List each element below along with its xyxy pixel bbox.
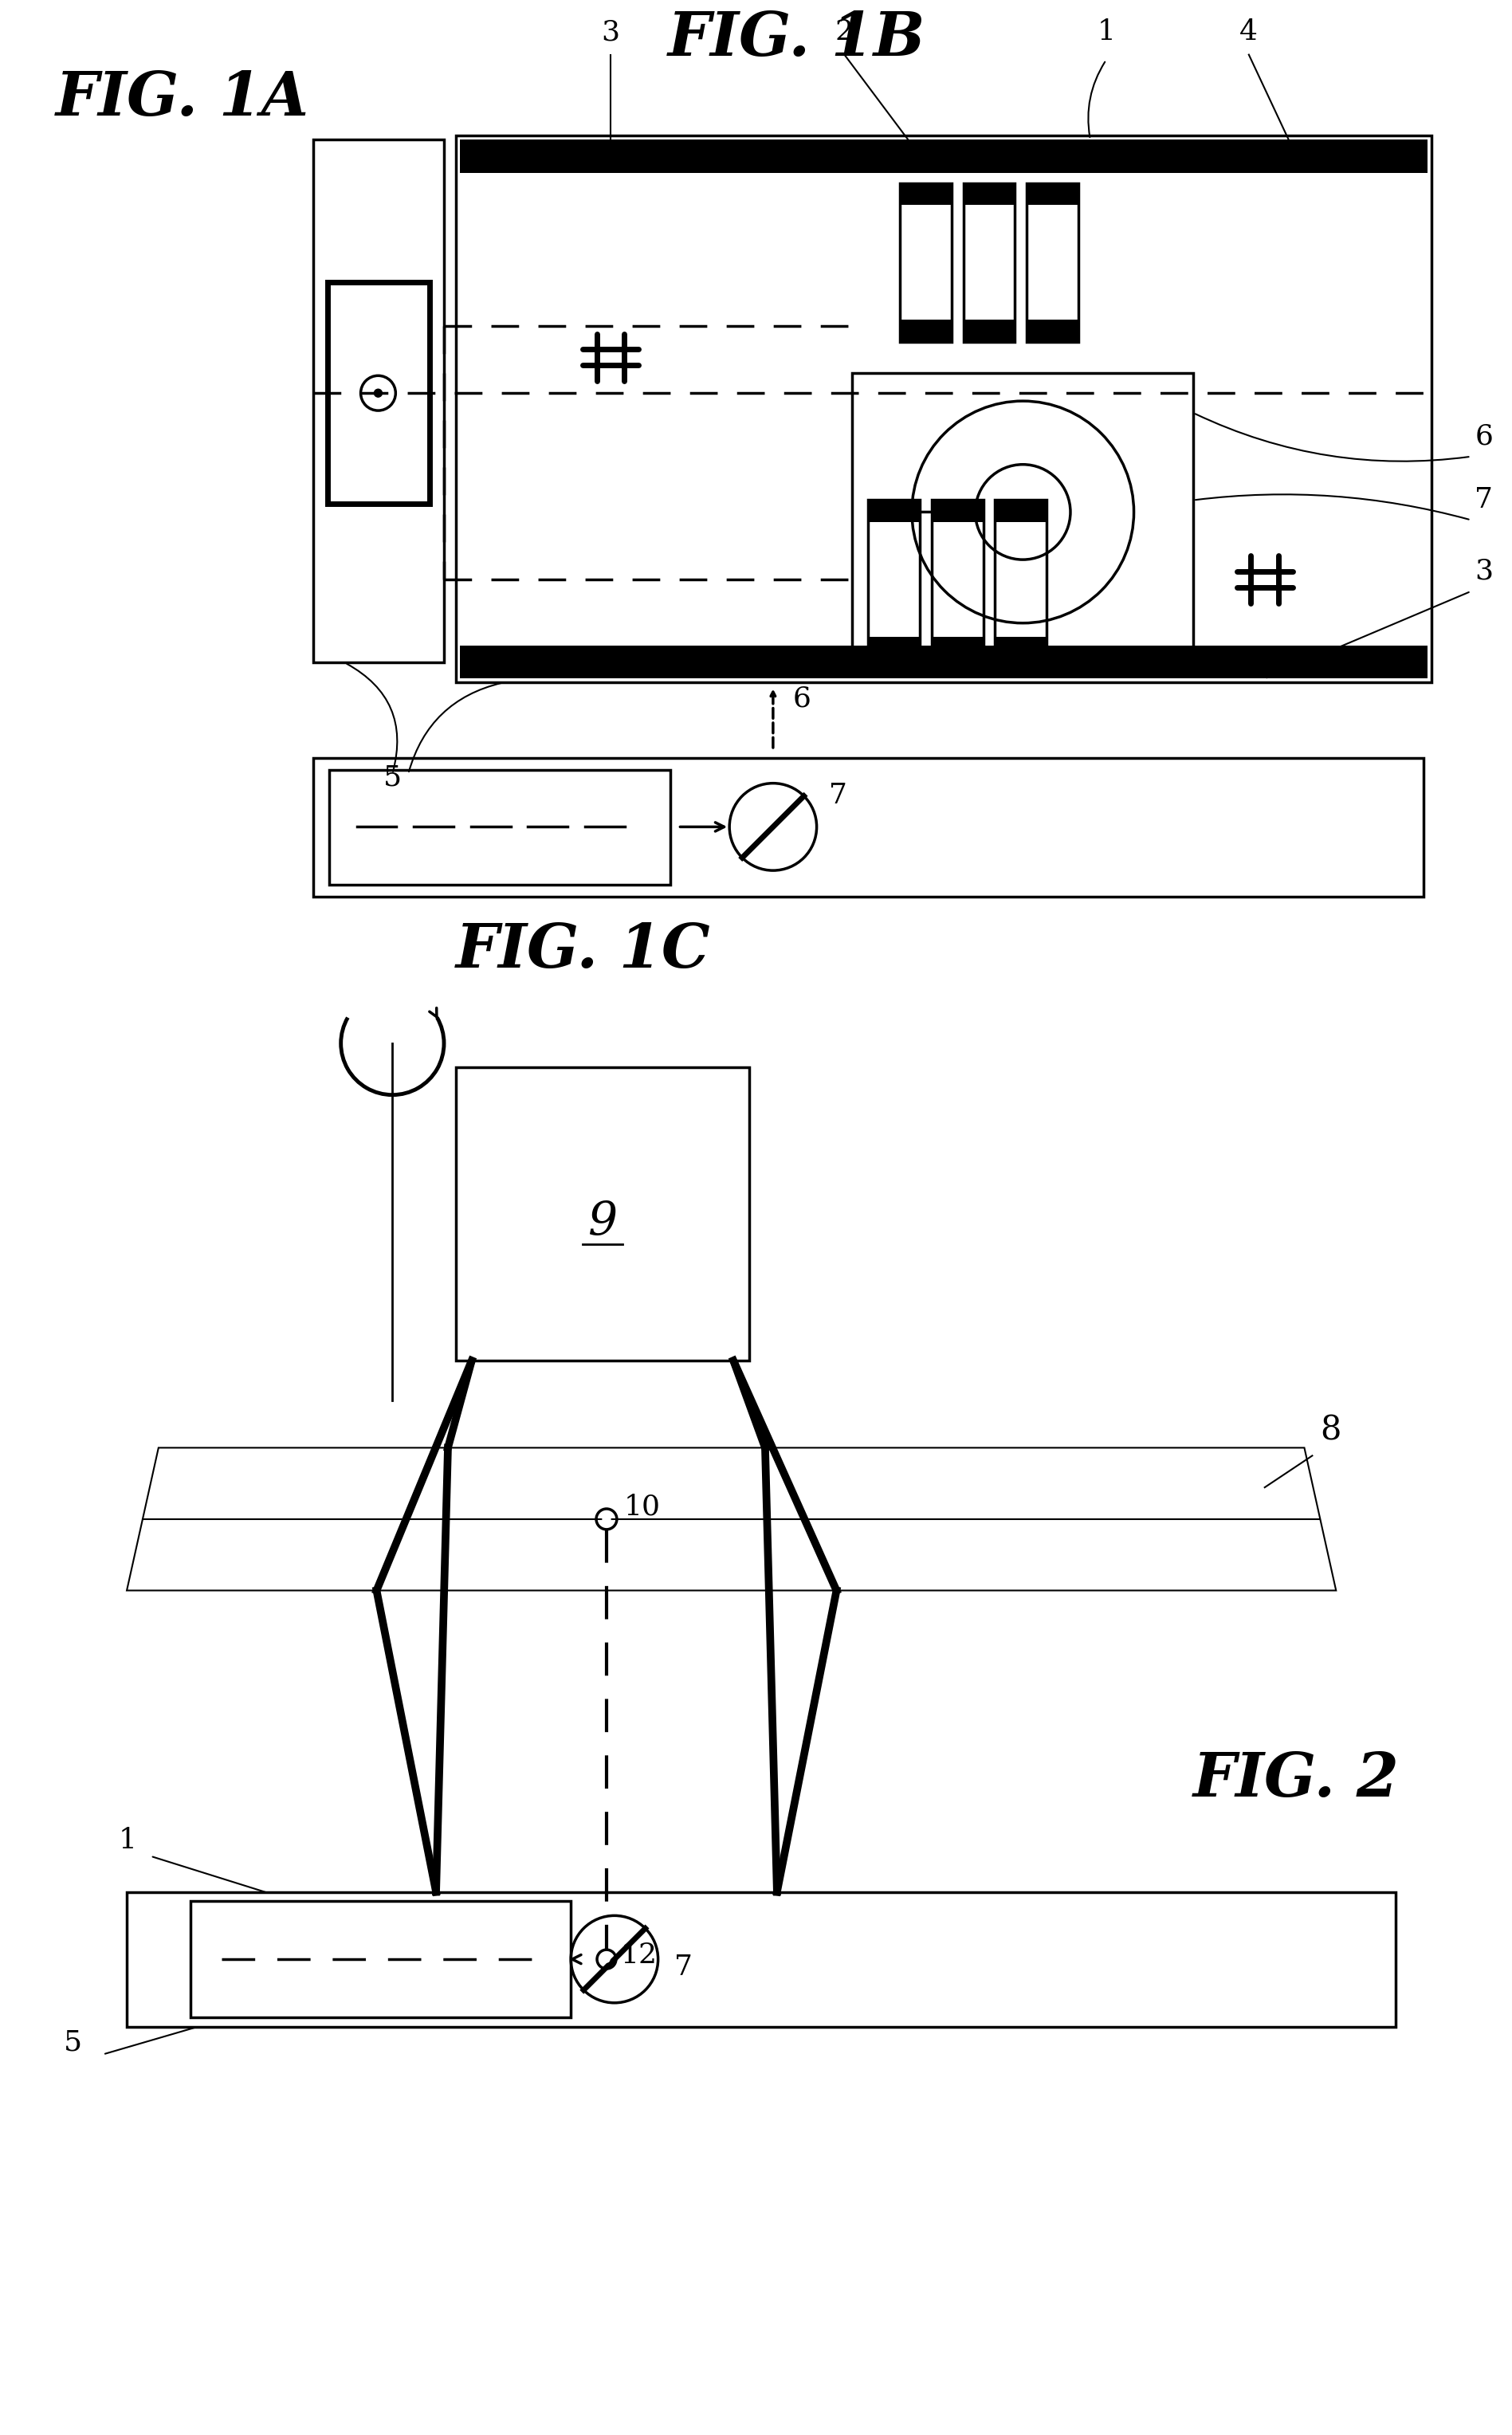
Bar <box>1027 183 1078 205</box>
Bar <box>900 183 951 205</box>
Text: 3: 3 <box>602 19 620 46</box>
Text: 2: 2 <box>835 19 854 46</box>
Bar <box>963 183 1015 341</box>
Bar <box>853 373 1193 650</box>
Bar <box>460 139 1427 173</box>
Text: 9: 9 <box>588 1200 617 1244</box>
Text: 3: 3 <box>1474 558 1494 584</box>
Text: FIG. 2: FIG. 2 <box>1193 1751 1400 1809</box>
Text: 7: 7 <box>829 782 847 808</box>
Circle shape <box>373 390 383 397</box>
Text: 6: 6 <box>1474 424 1492 450</box>
Bar <box>313 139 445 662</box>
Bar <box>900 183 951 341</box>
Text: 12: 12 <box>621 1941 658 1970</box>
Bar <box>931 636 983 660</box>
Bar <box>963 183 1015 205</box>
Text: 10: 10 <box>624 1493 661 1522</box>
Bar <box>868 499 919 524</box>
Bar <box>460 645 1427 679</box>
Bar <box>191 1902 572 2016</box>
Bar <box>868 636 919 660</box>
Bar <box>330 769 670 884</box>
Text: 7: 7 <box>674 1953 692 1980</box>
Bar <box>995 499 1046 524</box>
Text: 7: 7 <box>1474 487 1492 514</box>
Text: 4: 4 <box>1240 19 1258 46</box>
Text: FIG. 1B: FIG. 1B <box>668 10 925 68</box>
Bar <box>127 1892 1396 2026</box>
Text: 1: 1 <box>1096 19 1116 46</box>
Text: 6: 6 <box>792 684 810 711</box>
Bar <box>995 499 1046 660</box>
Bar <box>868 499 919 660</box>
Text: 5: 5 <box>64 2028 82 2055</box>
Bar <box>963 319 1015 341</box>
Circle shape <box>603 1955 609 1963</box>
Text: 1: 1 <box>119 1826 138 1853</box>
Bar <box>328 282 429 504</box>
Bar <box>931 499 983 524</box>
Text: FIG. 1A: FIG. 1A <box>56 68 308 129</box>
Bar <box>313 757 1423 896</box>
Bar <box>455 1067 750 1361</box>
Bar <box>995 636 1046 660</box>
Bar <box>931 499 983 660</box>
Bar <box>455 136 1432 682</box>
Bar <box>1027 183 1078 341</box>
Text: 8: 8 <box>1320 1415 1341 1446</box>
Text: FIG. 1C: FIG. 1C <box>455 923 711 981</box>
Bar <box>900 319 951 341</box>
Text: 5: 5 <box>383 765 402 791</box>
Circle shape <box>603 1515 611 1522</box>
Bar <box>1027 319 1078 341</box>
